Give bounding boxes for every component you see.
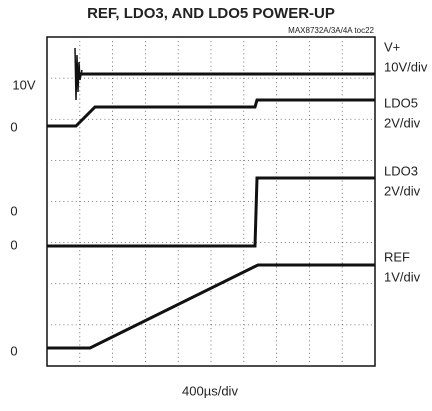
time-scale: 400µs/div xyxy=(182,383,238,398)
ground-marker: 0 xyxy=(10,237,17,252)
channel-scale: 1V/div xyxy=(384,269,421,284)
channel-scale: 2V/div xyxy=(384,183,421,198)
ground-marker: 10V xyxy=(12,77,35,92)
channel-labels: V+ 10V/div LDO5 2V/div LDO3 2V/div REF 1V/div xyxy=(384,39,428,284)
ground-marker: 0 xyxy=(10,343,17,358)
channel-scale: 10V/div xyxy=(384,59,428,74)
ref-trace xyxy=(47,263,375,350)
title: REF, LDO3, AND LDO5 POWER-UP xyxy=(87,5,335,22)
ldo3-trace xyxy=(47,176,375,248)
grid xyxy=(47,37,375,366)
vplus-spike xyxy=(74,47,83,101)
ground-markers: 10V 0 0 0 0 xyxy=(10,77,36,358)
ground-marker: 0 xyxy=(10,203,17,218)
channel-name: LDO5 xyxy=(384,95,418,110)
channel-name: V+ xyxy=(384,39,400,54)
figure-id: MAX8732A/3A/4A toc22 xyxy=(288,26,374,35)
channel-name: LDO3 xyxy=(384,163,418,178)
screen xyxy=(46,36,376,367)
ldo5-trace xyxy=(47,98,375,128)
channel-name: REF xyxy=(384,249,410,264)
channel-scale: 2V/div xyxy=(384,115,421,130)
ground-marker: 0 xyxy=(10,119,17,134)
